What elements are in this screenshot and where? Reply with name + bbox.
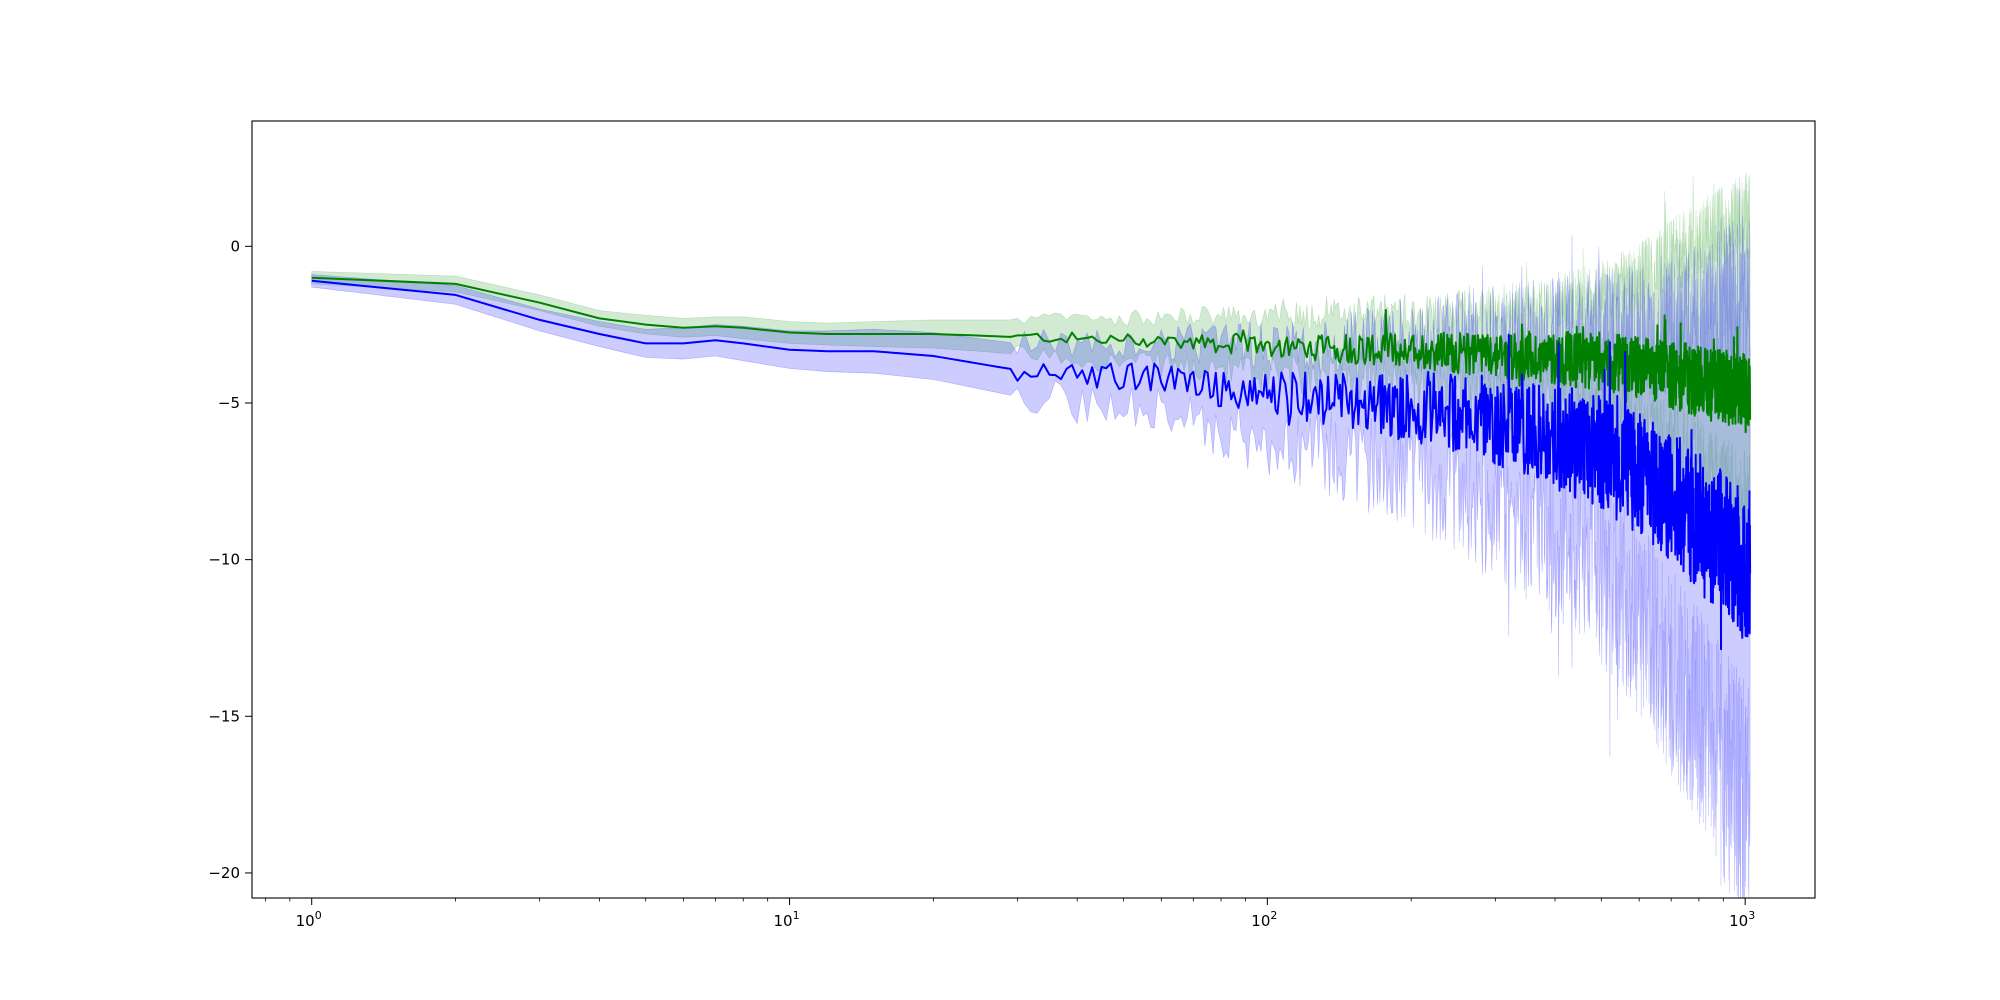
series-b-line: [311, 279, 1752, 651]
x-tick-label: 103: [1729, 909, 1755, 930]
x-axis: 100 101 102 103: [264, 898, 1755, 930]
series-a-line: [311, 276, 1752, 434]
y-axis: 0 −5 −10 −15 −20: [208, 237, 252, 882]
plot-frame: [251, 120, 1816, 899]
x-tick-label: 102: [1251, 909, 1277, 930]
series-lines: [311, 276, 1752, 651]
y-tick-label: −15: [208, 707, 240, 725]
x-tick-label: 100: [296, 909, 322, 930]
x-tick-label: 101: [773, 909, 799, 930]
y-tick-label: −5: [218, 394, 240, 412]
y-tick-label: −10: [208, 551, 240, 569]
y-tick-label: −20: [208, 864, 240, 882]
y-tick-label: 0: [230, 237, 240, 255]
